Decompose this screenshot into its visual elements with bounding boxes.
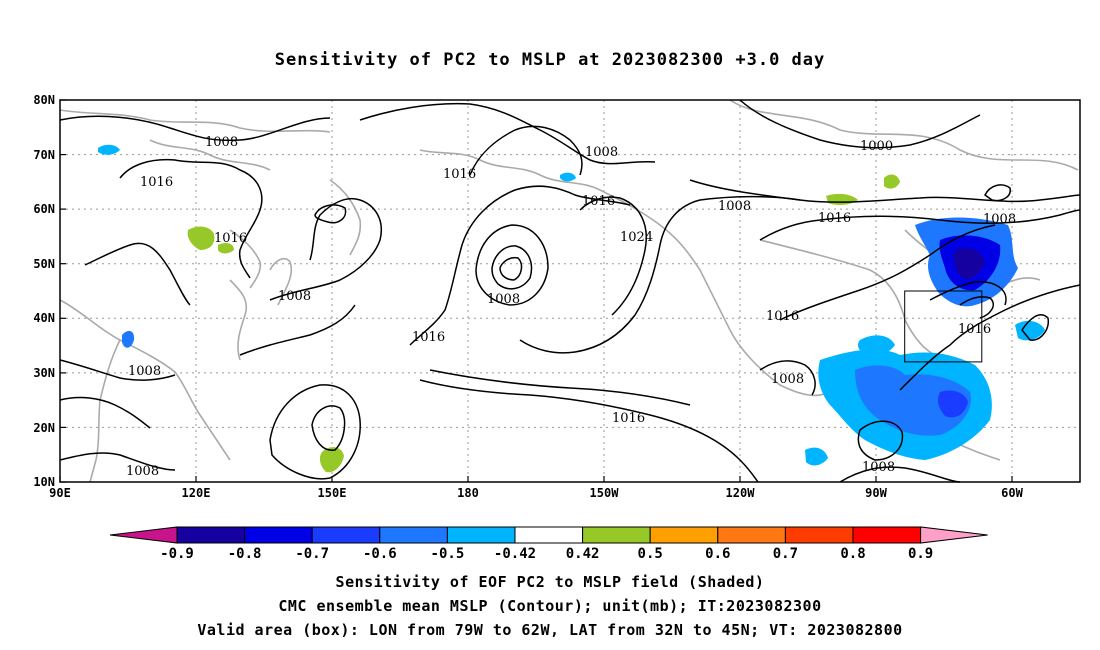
contour-label: 1024 xyxy=(620,230,653,245)
colorbar-tick-label: -0.9 xyxy=(160,546,194,562)
plot-frame xyxy=(59,99,1081,483)
map-title: Sensitivity of PC2 to MSLP at 2023082300… xyxy=(274,50,826,70)
colorbar-tick-label: 0.9 xyxy=(908,546,933,562)
contour-label: 1008 xyxy=(983,212,1016,227)
colorbar-segment xyxy=(176,526,246,544)
lat-tick-label: 30N xyxy=(33,366,55,380)
contour-label: 1016 xyxy=(582,194,615,209)
lon-tick-label: 150W xyxy=(590,486,620,500)
lon-tick-label: 150E xyxy=(318,486,347,500)
colorbar-tick-label: 0.6 xyxy=(705,546,730,562)
caption-line-1: Sensitivity of EOF PC2 to MSLP field (Sh… xyxy=(335,573,765,591)
colorbar xyxy=(109,526,988,544)
colorbar-segment xyxy=(784,526,854,544)
colorbar-segment xyxy=(446,526,516,544)
colorbar-segment xyxy=(514,526,584,544)
contour-label: 1008 xyxy=(771,372,804,387)
contour-label: 1008 xyxy=(487,292,520,307)
contour-label: 1016 xyxy=(958,322,991,337)
valid-area-box xyxy=(904,290,983,363)
colorbar-segment xyxy=(649,526,719,544)
colorbar-tick-label: 0.7 xyxy=(773,546,798,562)
lon-tick-label: 90W xyxy=(865,486,887,500)
lon-tick-label: 90E xyxy=(49,486,71,500)
contour-label: 1008 xyxy=(278,289,311,304)
graticule xyxy=(60,100,1080,482)
lat-tick-label: 20N xyxy=(33,421,55,435)
colorbar-right-arrow xyxy=(920,526,988,544)
contour-label: 1016 xyxy=(766,309,799,324)
colorbar-segment xyxy=(244,526,313,544)
contour-label: 1016 xyxy=(818,211,851,226)
contour-label: 1016 xyxy=(140,175,173,190)
contour-label: 1016 xyxy=(214,231,247,246)
lon-tick-label: 120E xyxy=(182,486,211,500)
colorbar-tick-label: 0.5 xyxy=(638,546,663,562)
lat-tick-label: 70N xyxy=(33,148,55,162)
lat-tick-label: 60N xyxy=(33,202,55,216)
colorbar-tick-label: 0.42 xyxy=(566,546,600,562)
colorbar-segment xyxy=(852,526,922,544)
lat-tick-label: 50N xyxy=(33,257,55,271)
lat-tick-label: 80N xyxy=(33,93,55,107)
mslp-contours xyxy=(59,99,1081,483)
sensitivity-shading xyxy=(98,144,1045,473)
lon-tick-label: 60W xyxy=(1001,486,1023,500)
contour-label: 1000 xyxy=(860,139,893,154)
colorbar-tick-label: 0.8 xyxy=(840,546,865,562)
colorbar-segment xyxy=(717,526,786,544)
colorbar-left-arrow xyxy=(109,526,178,544)
colorbar-labels: -0.9 -0.8 -0.7 -0.6 -0.5 -0.42 0.42 0.5 0.6 0.7 0.… xyxy=(160,546,933,562)
colorbar-segment xyxy=(582,526,651,544)
contour-label: 1016 xyxy=(412,330,445,345)
contour-label: 1008 xyxy=(205,135,238,150)
contour-labels: 1008 1016 1016 1008 1016 1008 1008 1016 … xyxy=(126,135,1016,479)
colorbar-segment xyxy=(311,526,381,544)
contour-label: 1016 xyxy=(443,167,476,182)
colorbar-tick-label: -0.42 xyxy=(494,546,536,562)
contour-label: 1008 xyxy=(128,364,161,379)
contour-label: 1008 xyxy=(862,460,895,475)
lon-tick-label: 120W xyxy=(726,486,756,500)
colorbar-tick-label: -0.6 xyxy=(363,546,397,562)
contour-label: 1008 xyxy=(585,145,618,160)
colorbar-tick-label: -0.8 xyxy=(228,546,262,562)
caption-line-3: Valid area (box): LON from 79W to 62W, L… xyxy=(197,621,903,639)
lon-tick-label: 180 xyxy=(457,486,479,500)
colorbar-tick-label: -0.5 xyxy=(431,546,465,562)
latitude-labels: 80N 70N 60N 50N 40N 30N 20N 10N xyxy=(33,93,55,489)
lat-tick-label: 10N xyxy=(33,475,55,489)
contour-label: 1016 xyxy=(612,411,645,426)
contour-label: 1008 xyxy=(126,464,159,479)
colorbar-tick-label: -0.7 xyxy=(295,546,329,562)
lat-tick-label: 40N xyxy=(33,311,55,325)
longitude-labels: 90E 120E 150E 180 150W 120W 90W 60W xyxy=(49,486,1023,500)
contour-label: 1008 xyxy=(718,199,751,214)
colorbar-segment xyxy=(379,526,448,544)
axis-ticks xyxy=(59,99,1013,483)
caption-line-2: CMC ensemble mean MSLP (Contour); unit(m… xyxy=(278,597,822,615)
